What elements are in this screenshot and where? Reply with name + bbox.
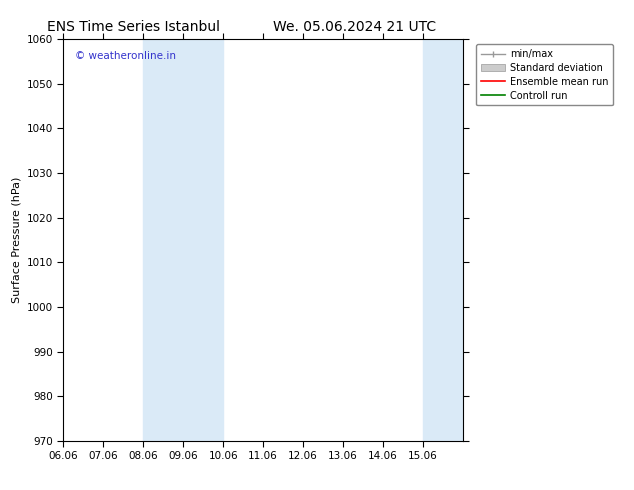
Text: We. 05.06.2024 21 UTC: We. 05.06.2024 21 UTC [273,20,437,34]
Bar [443,39,463,441]
Text: ENS Time Series Istanbul: ENS Time Series Istanbul [47,20,219,34]
Bar [423,39,443,441]
Y-axis label: Surface Pressure (hPa): Surface Pressure (hPa) [11,177,21,303]
Text: © weatheronline.in: © weatheronline.in [75,51,176,61]
Bar [143,39,223,441]
Legend: min/max, Standard deviation, Ensemble mean run, Controll run: min/max, Standard deviation, Ensemble me… [476,44,613,105]
